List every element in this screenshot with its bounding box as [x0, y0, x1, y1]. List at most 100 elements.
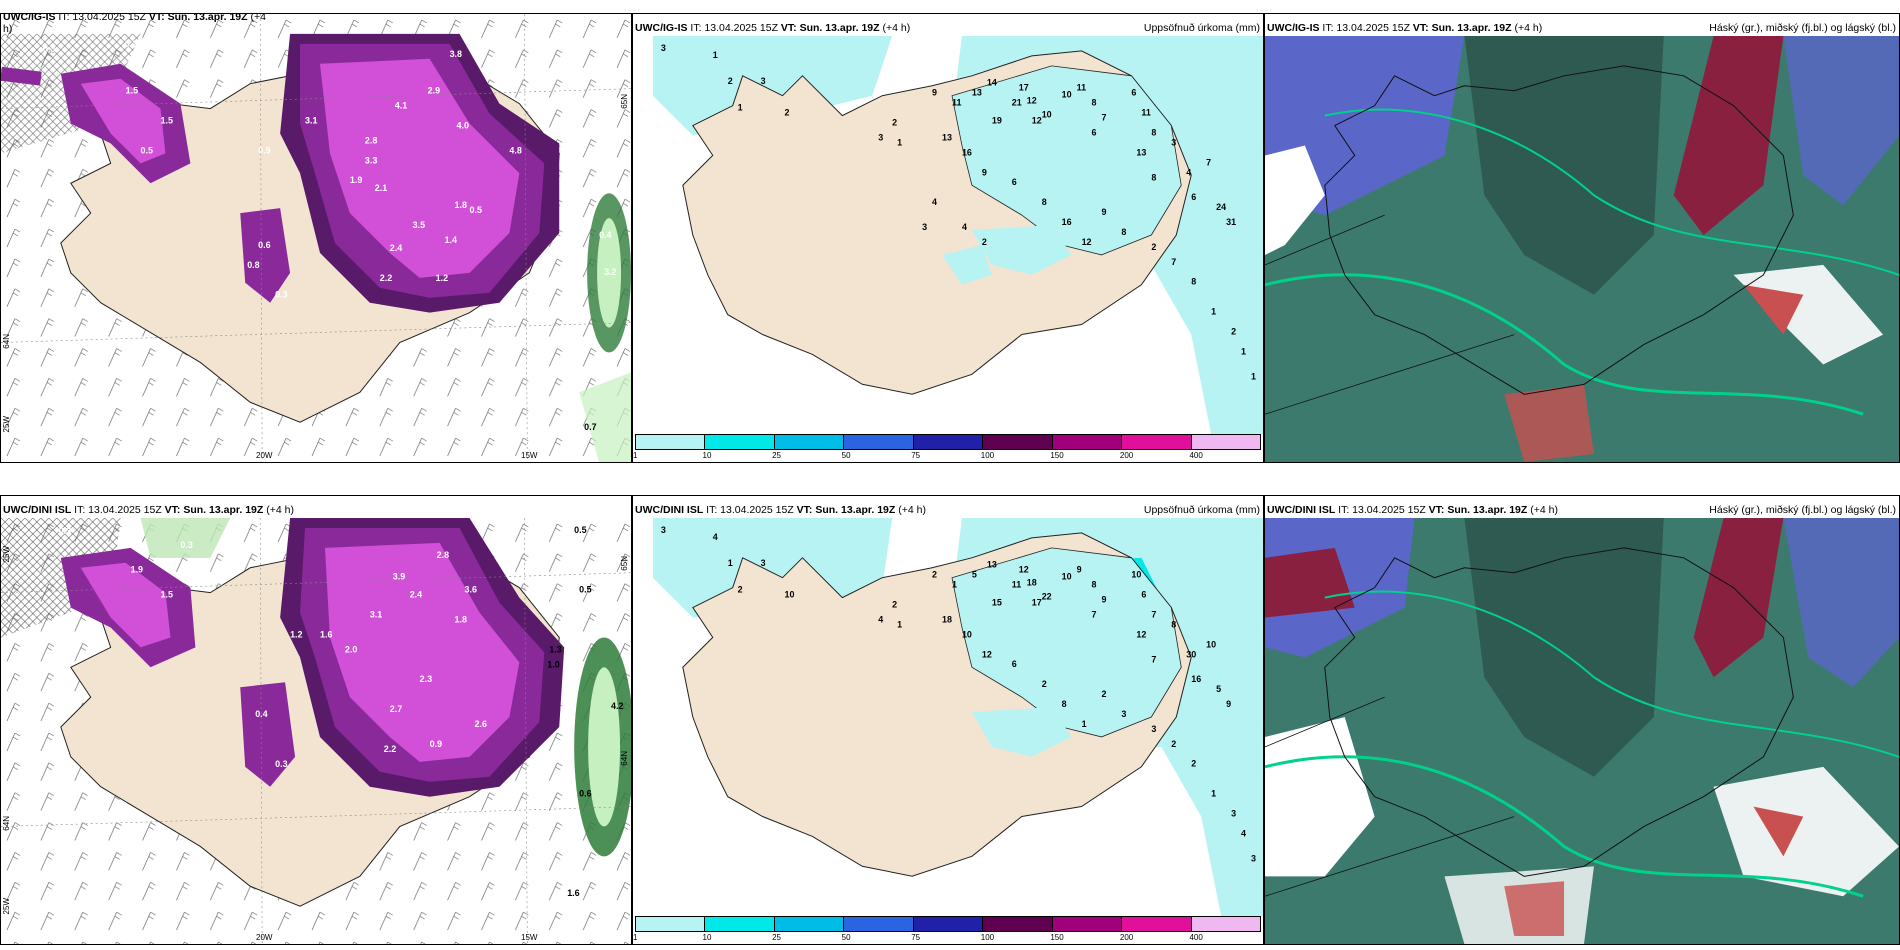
legend-tick-label: 400 [1189, 451, 1203, 460]
lead-time: (+4 h) [266, 504, 294, 516]
accum-value: 1 [728, 558, 733, 568]
accum-value: 5 [1216, 684, 1221, 694]
legend-tick-label: 75 [911, 451, 921, 460]
accum-value: 2 [1151, 242, 1156, 252]
precip-value: 3.9 [393, 572, 405, 582]
accum-value: 1 [897, 619, 902, 629]
valid-time: Sun. 13.apr. 19Z [799, 22, 880, 34]
panel-header: UWC/DINI ISL IT: 13.04.2025 15Z VT: Sun.… [3, 504, 294, 516]
accum-value: 3 [1121, 709, 1126, 719]
precip-map-svg: 0.3 0.3 0.5 1.9 1.5 2.8 3.9 2.4 3.6 3.1 … [1, 518, 631, 944]
valid-time: Sun. 13.apr. 19Z [1447, 504, 1528, 516]
legend-tick-label: 100 [980, 933, 995, 942]
precip-value: 0.8 [247, 260, 259, 270]
precip-value: 0.3 [59, 526, 71, 536]
accum-value: 19 [992, 116, 1002, 126]
lon-label-25w: 25W [2, 415, 11, 432]
precip-value: 2.0 [345, 644, 357, 654]
accum-value: 8 [1092, 98, 1097, 108]
accum-value: 13 [942, 132, 952, 142]
clear-west [1265, 145, 1325, 255]
panel-title: Uppsöfnuð úrkoma (mm) [1143, 504, 1260, 516]
panel-header: UWC/DINI ISL IT: 13.04.2025 15Z VT: Sun.… [635, 504, 926, 516]
accum-value: 7 [1206, 157, 1211, 167]
init-time: IT: 13.04.2025 15Z [1338, 504, 1426, 516]
legend-tick-label: 10 [702, 933, 712, 942]
lat-label-64n: 64N [2, 334, 11, 349]
precip-light-n [140, 518, 231, 558]
model-name: UWC/IG-IS [1267, 22, 1320, 34]
accum-value: 3 [1171, 137, 1176, 147]
accum-value: 4 [1186, 167, 1191, 177]
precip-value: 1.2 [436, 273, 448, 283]
accum-value: 2 [892, 600, 897, 610]
accum-value: 16 [962, 147, 972, 157]
panel-header: UWC/IG-IS IT: 13.04.2025 15Z VT: Sun. 13… [1267, 22, 1542, 34]
legend-swatch [1122, 435, 1192, 449]
precip-value: 3.6 [465, 585, 477, 595]
precip-band-light [324, 542, 520, 762]
model-name: UWC/DINI ISL [3, 504, 72, 516]
legend-tick-label: 10 [702, 451, 712, 460]
accum-value: 6 [1131, 88, 1136, 98]
lat-label-65n: 65N [620, 556, 629, 571]
accum-value: 3 [761, 76, 766, 86]
precip-value: 3.2 [604, 267, 616, 277]
accum-value: 6 [1092, 128, 1097, 138]
lon-label-15w: 15W [521, 451, 538, 460]
iceland-outline [1324, 65, 1794, 395]
accum-value: 3 [1231, 809, 1236, 819]
accum-value: 4 [713, 532, 718, 542]
accum-glacier [942, 225, 1072, 285]
accum-value: 4 [932, 197, 937, 207]
cloud-red-south [1504, 384, 1594, 462]
precip-value: 1.6 [320, 629, 332, 639]
accum-value: 1 [1241, 346, 1246, 356]
panel-title: Uppsöfnuð úrkoma (mm) [1143, 22, 1260, 34]
precip-value: 1.8 [455, 615, 467, 625]
accum-value: 11 [1141, 108, 1150, 118]
iceland-outline [1324, 547, 1794, 877]
precip-value: 0.9 [430, 739, 442, 749]
precip-value: 2.7 [390, 704, 402, 714]
accum-value: 6 [1012, 177, 1017, 187]
cloud-map [1265, 36, 1899, 462]
lon-label-20w: 20W [256, 933, 273, 942]
accum-value: 4 [962, 222, 967, 232]
precip-value: 0.9 [258, 145, 270, 155]
precip-value: 1.9 [350, 175, 362, 185]
accum-value: 12 [1027, 96, 1037, 106]
legend-swatch [983, 917, 1053, 931]
precip-cells-west-light [80, 78, 166, 164]
legend-swatch [913, 435, 984, 449]
panel-clouds-dini: UWC/DINI ISL IT: 13.04.2025 15Z VT: Sun.… [1264, 495, 1900, 945]
panel-precip-rate-dini: UWC/DINI ISL IT: 13.04.2025 15Z VT: Sun.… [0, 495, 632, 945]
accum-value: 9 [982, 167, 987, 177]
accum-value: 7 [1092, 610, 1097, 620]
legend-swatch [705, 435, 775, 449]
panel-title: Háský (gr.), miðský (fj.bl.) og lágský (… [1709, 504, 1896, 516]
cloud-contour [1324, 590, 1899, 758]
precip-value: 4.2 [611, 701, 623, 711]
accum-value: 2 [892, 118, 897, 128]
precip-value: 0.5 [141, 145, 153, 155]
accum-value: 1 [713, 50, 718, 60]
accum-value: 24 [1216, 202, 1226, 212]
cloud-map-svg [1265, 518, 1899, 944]
legend-tick-label: 150 [1050, 451, 1064, 460]
accum-value: 2 [738, 585, 743, 595]
accum-value: 6 [1012, 659, 1017, 669]
accum-value: 12 [1082, 237, 1092, 247]
accum-value: 11 [952, 98, 961, 108]
accum-value: 8 [1191, 277, 1196, 287]
panel-header: UWC/IG-IS IT: 13.04.2025 15Z VT: Sun. 13… [635, 22, 910, 34]
accum-value: 8 [1151, 172, 1156, 182]
precip-value: 1.5 [126, 86, 138, 96]
precip-value: 3.1 [305, 116, 317, 126]
accum-value: 13 [972, 88, 982, 98]
cloud-high-ne [1783, 518, 1899, 688]
valid-time: Sun. 13.apr. 19Z [1431, 22, 1512, 34]
accum-value: 15 [992, 598, 1002, 608]
precip-value: 1.6 [567, 888, 579, 898]
accum-values: 3412310214215131511121722181098791067127… [661, 525, 1256, 863]
